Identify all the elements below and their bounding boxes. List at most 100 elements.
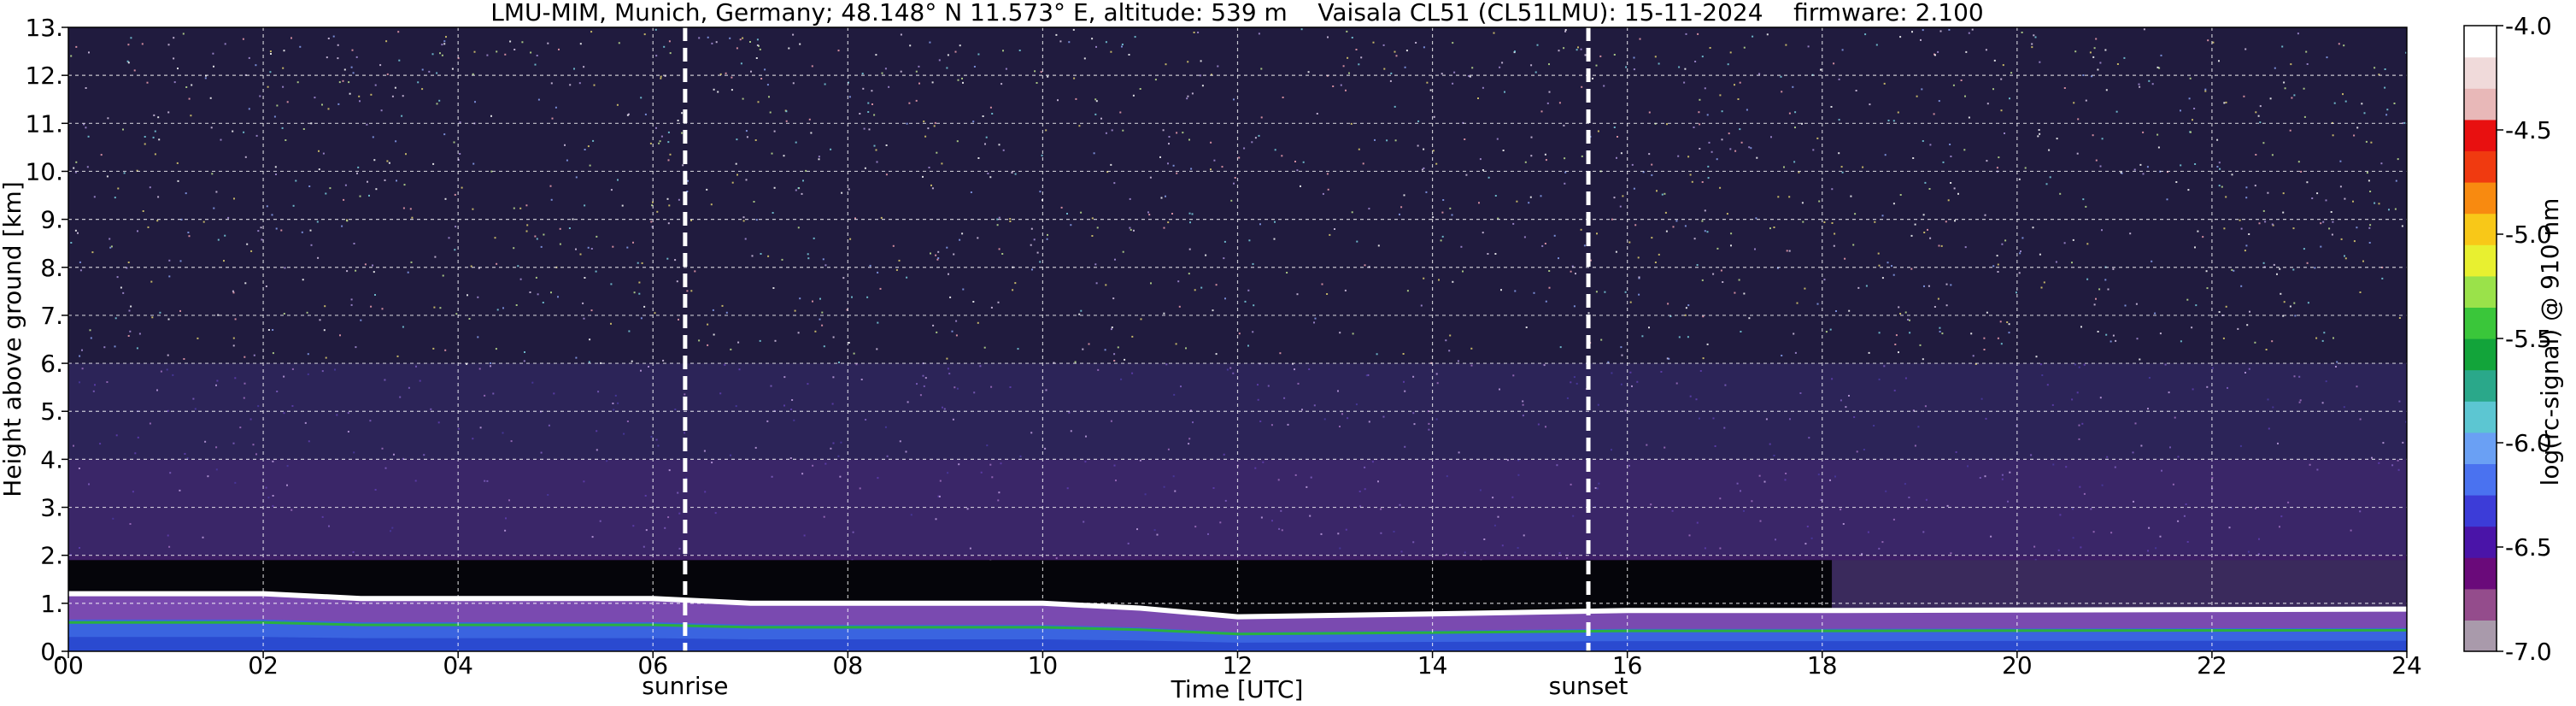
noise-speck <box>1355 49 1358 50</box>
noise-speck <box>1908 497 1910 498</box>
noise-speck <box>678 318 679 321</box>
noise-speck <box>1783 166 1785 168</box>
noise-speck <box>1971 28 1974 31</box>
noise-speck <box>1187 95 1189 97</box>
noise-speck <box>768 96 770 98</box>
noise-speck <box>977 53 980 56</box>
noise-speck <box>1611 449 1612 451</box>
noise-speck <box>1993 59 1996 62</box>
noise-speck <box>643 33 646 36</box>
noise-speck <box>626 246 629 249</box>
noise-speck <box>1942 161 1945 163</box>
noise-speck <box>662 359 665 362</box>
noise-speck <box>682 164 684 167</box>
noise-speck <box>537 98 540 101</box>
noise-speck <box>1286 272 1288 274</box>
noise-speck <box>2309 463 2311 466</box>
noise-speck <box>2320 222 2322 225</box>
noise-speck <box>286 484 288 486</box>
noise-speck <box>1698 111 1700 114</box>
noise-speck <box>2230 507 2233 509</box>
noise-speck <box>2276 273 2278 275</box>
noise-speck <box>1620 152 1622 155</box>
noise-speck <box>1921 88 1923 91</box>
noise-speck <box>1687 304 1690 307</box>
noise-speck <box>1340 84 1342 86</box>
noise-speck <box>876 161 878 163</box>
noise-speck <box>1558 257 1559 260</box>
noise-speck <box>1380 532 1382 534</box>
noise-speck <box>2099 62 2102 64</box>
noise-speck <box>2332 337 2334 339</box>
noise-speck <box>490 365 491 368</box>
noise-speck <box>2095 297 2097 300</box>
noise-speck <box>955 320 958 322</box>
noise-speck <box>1684 68 1687 70</box>
noise-speck <box>1613 126 1616 128</box>
noise-speck <box>1306 485 1308 488</box>
noise-speck <box>2033 34 2035 37</box>
noise-speck <box>272 329 274 331</box>
noise-speck <box>1165 63 1167 66</box>
noise-speck <box>1737 98 1740 100</box>
noise-speck <box>863 127 866 130</box>
noise-speck <box>998 216 1000 219</box>
noise-speck <box>1844 257 1846 260</box>
noise-speck <box>2007 500 2009 503</box>
noise-speck <box>668 40 671 43</box>
noise-speck <box>272 505 274 508</box>
noise-speck <box>1096 227 1099 229</box>
noise-speck <box>1516 200 1518 203</box>
noise-speck <box>217 314 220 316</box>
noise-speck <box>851 296 853 298</box>
noise-speck <box>1704 547 1706 550</box>
noise-speck <box>2089 51 2092 54</box>
noise-speck <box>1983 337 1986 339</box>
noise-speck <box>596 430 598 432</box>
noise-speck <box>1678 66 1681 68</box>
noise-speck <box>1596 232 1598 235</box>
x-tick-label: 04 <box>443 651 473 680</box>
noise-speck <box>772 287 775 289</box>
noise-speck <box>180 218 183 221</box>
noise-speck <box>1952 84 1955 86</box>
noise-speck <box>1748 146 1751 149</box>
noise-speck <box>2325 199 2327 202</box>
noise-speck <box>1171 213 1173 215</box>
noise-speck <box>1294 368 1295 371</box>
noise-speck <box>1648 327 1650 329</box>
noise-speck <box>1678 336 1681 338</box>
noise-speck <box>448 237 450 239</box>
noise-speck <box>2110 532 2113 534</box>
noise-speck <box>2255 507 2256 509</box>
noise-speck <box>2112 334 2115 337</box>
noise-speck <box>266 205 268 208</box>
noise-speck <box>1769 227 1771 230</box>
noise-speck <box>2284 87 2286 90</box>
noise-speck <box>1302 161 1305 163</box>
noise-speck <box>1009 386 1012 388</box>
noise-speck <box>1282 97 1284 98</box>
noise-speck <box>769 111 772 114</box>
noise-speck <box>1457 360 1459 362</box>
noise-speck <box>1083 521 1085 523</box>
noise-speck <box>531 381 534 384</box>
noise-speck <box>2212 41 2215 44</box>
noise-speck <box>1600 338 1603 341</box>
noise-speck <box>1470 347 1473 350</box>
noise-speck <box>1650 503 1652 506</box>
noise-speck <box>1192 421 1194 424</box>
noise-speck <box>852 531 854 533</box>
colorbar-tick-label: -6.5 <box>2505 533 2552 562</box>
noise-speck <box>1188 212 1191 215</box>
noise-speck <box>1637 256 1640 259</box>
noise-speck <box>1831 188 1834 191</box>
noise-speck <box>415 365 417 368</box>
noise-speck <box>2363 112 2366 115</box>
noise-speck <box>821 324 824 327</box>
noise-speck <box>2240 285 2243 287</box>
noise-speck <box>2391 464 2394 467</box>
noise-speck <box>694 270 696 273</box>
noise-speck <box>1883 365 1886 368</box>
noise-speck <box>536 55 538 56</box>
